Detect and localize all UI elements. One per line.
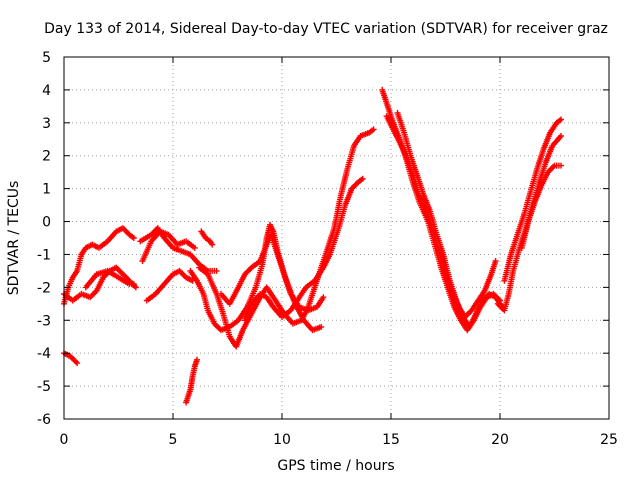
- y-tick-label: -2: [37, 280, 51, 296]
- series-arc-13: [241, 175, 366, 324]
- data-point-markers: [82, 267, 137, 291]
- series-arc-5: [137, 225, 220, 274]
- data-point-markers: [196, 126, 377, 350]
- data-point-markers: [518, 162, 564, 251]
- series-arc-19: [518, 162, 564, 251]
- series-arc-7: [139, 228, 198, 264]
- y-tick-label: -5: [37, 379, 51, 395]
- x-tick-label: 10: [273, 432, 291, 448]
- y-tick-label: 1: [42, 182, 51, 198]
- y-tick-label: 3: [42, 116, 51, 132]
- x-tick-label: 25: [600, 432, 618, 448]
- y-tick-label: -3: [37, 313, 51, 329]
- data-point-markers: [383, 113, 499, 320]
- y-tick-label: 5: [42, 50, 51, 66]
- data-point-markers: [61, 225, 137, 307]
- series-arc-12: [218, 231, 325, 334]
- y-tick-label: 0: [42, 215, 51, 231]
- data-point-markers: [183, 356, 200, 406]
- data-point-markers: [139, 228, 198, 264]
- x-tick-label: 20: [491, 432, 509, 448]
- series-arc-8: [183, 356, 200, 406]
- data-point-markers: [394, 109, 506, 330]
- y-tick-label: -6: [37, 412, 51, 428]
- x-tick-label: 0: [60, 432, 69, 448]
- series-arc-4: [82, 267, 137, 291]
- data-point-markers: [218, 231, 325, 334]
- series-arc-11: [196, 126, 377, 350]
- series-arc-1: [61, 225, 137, 307]
- y-tick-label: -1: [37, 247, 51, 263]
- series-arc-16: [394, 109, 506, 330]
- data-point-markers: [241, 175, 366, 324]
- x-tick-label: 15: [382, 432, 400, 448]
- data-series: [61, 86, 564, 406]
- data-point-markers: [137, 225, 220, 274]
- y-tick-label: 2: [42, 149, 51, 165]
- chart-title: Day 133 of 2014, Sidereal Day-to-day VTE…: [44, 21, 608, 37]
- series-arc-15: [383, 113, 499, 320]
- x-tick-label: 5: [169, 432, 178, 448]
- series-arc-9: [198, 228, 216, 248]
- y-tick-label: 4: [42, 83, 51, 99]
- x-axis-title: GPS time / hours: [277, 458, 394, 474]
- data-point-markers: [198, 228, 216, 248]
- data-point-markers: [143, 267, 196, 304]
- y-tick-label: -4: [37, 346, 51, 362]
- plot-frame: [63, 56, 610, 420]
- y-axis-title: SDTVAR / TECUs: [6, 181, 22, 296]
- data-point-markers: [501, 116, 564, 284]
- series-arc-18: [501, 116, 564, 284]
- series-arc-6: [143, 267, 196, 304]
